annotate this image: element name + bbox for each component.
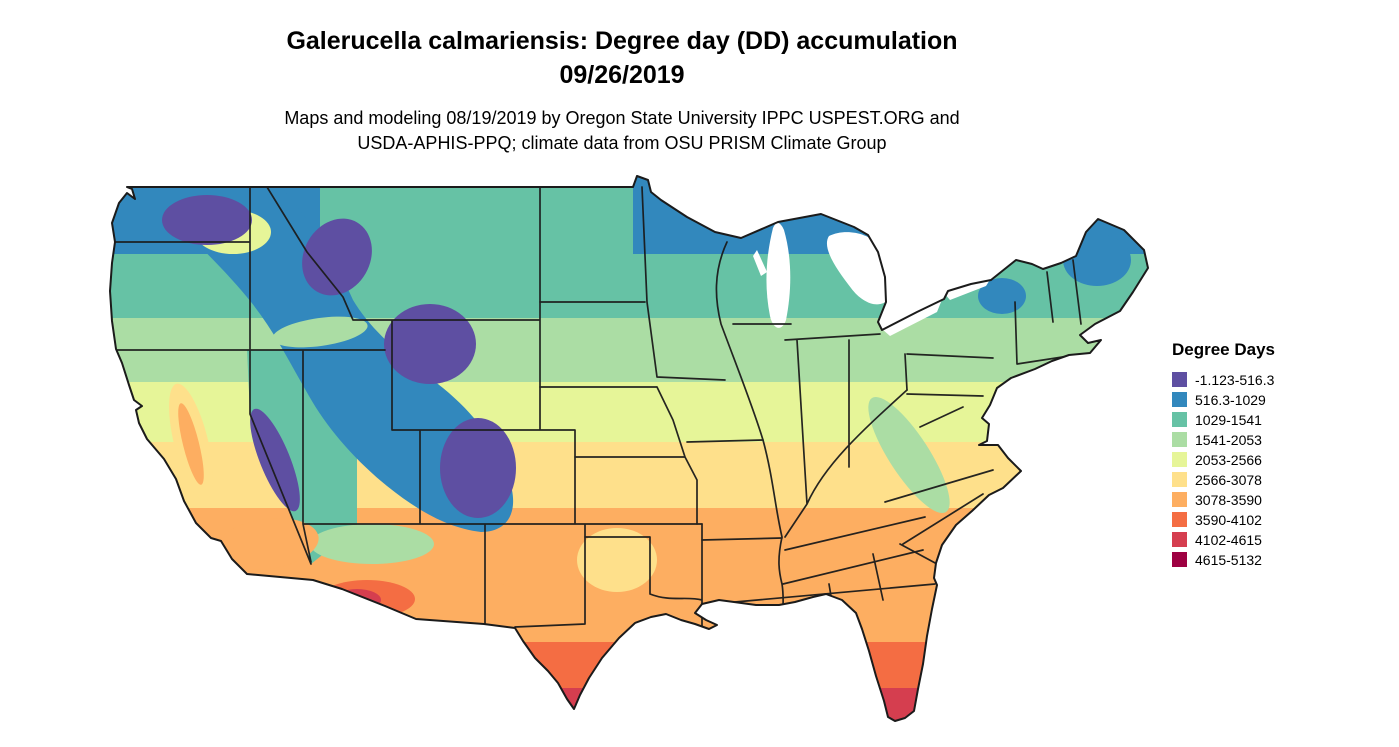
sierra-nevada-coldest-patch	[250, 408, 300, 512]
us-degree-day-map	[85, 172, 1163, 742]
colorado-rockies-coldest-patch	[440, 418, 516, 518]
legend-label: 2053-2566	[1195, 451, 1262, 468]
map-subtitle-line1: Maps and modeling 08/19/2019 by Oregon S…	[284, 108, 960, 128]
northern-plains-teal-region	[320, 180, 633, 254]
us-outline	[109, 175, 1149, 722]
legend-entry: 4615-5132	[1172, 550, 1382, 569]
legend: Degree Days -1.123-516.3 516.3-1029 1029-1…	[1172, 340, 1382, 570]
map-subtitle-line2: USDA-APHIS-PPQ; climate data from OSU PR…	[357, 133, 887, 153]
legend-swatch	[1172, 452, 1187, 467]
us-map-svg	[109, 175, 1149, 722]
legend-label: 1541-2053	[1195, 431, 1262, 448]
mojave-socal-hot-patch	[215, 518, 319, 570]
legend-entry: 2566-3078	[1172, 470, 1382, 489]
texas-panhandle-pale-patch	[577, 528, 657, 592]
legend-title: Degree Days	[1172, 340, 1276, 359]
map-raster	[110, 176, 1148, 721]
legend-label: 3078-3590	[1195, 491, 1262, 508]
legend-label: 516.3-1029	[1195, 391, 1266, 408]
figure-header: Galerucella calmariensis: Degree day (DD…	[0, 24, 1244, 156]
phoenix-hottest-core	[333, 589, 381, 611]
legend-label: 4615-5132	[1195, 551, 1262, 568]
state-borders-west	[114, 186, 703, 628]
legend-swatch	[1172, 512, 1187, 527]
legend-swatch	[1172, 532, 1187, 547]
legend-entry: 1029-1541	[1172, 410, 1382, 429]
legend-entry: 4102-4615	[1172, 530, 1382, 549]
band-yellow-green	[110, 382, 1148, 442]
legend-entry: 3590-4102	[1172, 510, 1382, 529]
legend-label: 4102-4615	[1195, 531, 1262, 548]
lake-michigan	[766, 222, 791, 328]
legend-entry: 1541-2053	[1172, 430, 1382, 449]
legend-swatch	[1172, 472, 1187, 487]
state-borders-central	[539, 186, 764, 643]
legend-label: 1029-1541	[1195, 411, 1262, 428]
state-borders-northeast	[904, 259, 1082, 428]
map-subtitle: Maps and modeling 08/19/2019 by Oregon S…	[0, 106, 1244, 156]
state-borders	[114, 186, 1082, 643]
legend-entry: 3078-3590	[1172, 490, 1382, 509]
colorado-plateau-green-patch	[310, 524, 434, 564]
rocky-mountains-cold-region	[155, 189, 514, 532]
map-title-line1: Galerucella calmariensis: Degree day (DD…	[286, 27, 958, 55]
legend-label: 2566-3078	[1195, 471, 1262, 488]
legend-swatch	[1172, 372, 1187, 387]
north-cascades-coldest-patch	[162, 195, 252, 245]
green-bay	[753, 250, 767, 276]
snake-river-plain-patch	[272, 316, 368, 348]
yellowstone-coldest-patch	[384, 304, 476, 384]
legend-swatch	[1172, 392, 1187, 407]
band-pale-yellow	[110, 442, 1148, 508]
legend-swatch	[1172, 432, 1187, 447]
legend-label: -1.123-516.3	[1195, 371, 1275, 388]
legend-swatch	[1172, 552, 1187, 567]
northern-rockies-coldest-patch	[302, 218, 372, 296]
legend-label: 3590-4102	[1195, 511, 1262, 528]
legend-rows: -1.123-516.3 516.3-1029 1029-1541 1541-2053…	[1172, 370, 1382, 569]
appalachians-green-region	[868, 396, 950, 514]
adirondacks-cold-patch	[978, 278, 1026, 314]
band-orange-red	[110, 642, 1148, 688]
legend-swatch	[1172, 412, 1187, 427]
central-valley-hot-core	[178, 403, 204, 485]
band-red	[110, 688, 1148, 721]
legend-entry: 516.3-1029	[1172, 390, 1382, 409]
legend-entry: 2053-2566	[1172, 450, 1382, 469]
legend-entry: -1.123-516.3	[1172, 370, 1382, 389]
legend-swatch	[1172, 492, 1187, 507]
map-title-line2: 09/26/2019	[559, 61, 685, 89]
state-borders-midwest	[715, 241, 908, 631]
